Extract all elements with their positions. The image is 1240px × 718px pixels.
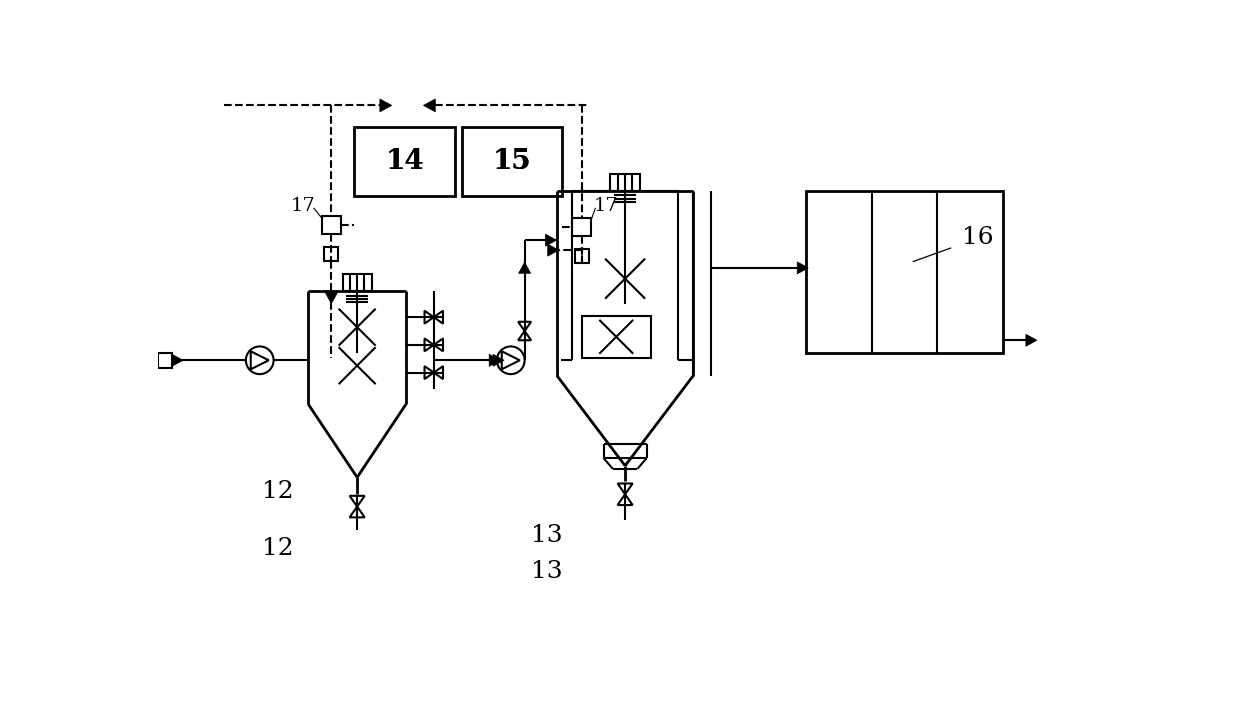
Polygon shape (434, 311, 443, 324)
Polygon shape (618, 494, 632, 505)
Text: 12: 12 (262, 536, 294, 559)
Bar (463, 127, 563, 196)
Text: 15: 15 (494, 148, 532, 175)
Polygon shape (518, 262, 531, 274)
Circle shape (497, 346, 525, 374)
Text: 15: 15 (494, 148, 532, 175)
Bar (159, 353, 172, 368)
Bar (322, 215, 341, 234)
Bar (325, 247, 339, 261)
Polygon shape (618, 483, 632, 494)
Polygon shape (424, 338, 434, 351)
Polygon shape (490, 354, 500, 366)
Polygon shape (325, 291, 339, 304)
Circle shape (246, 346, 274, 374)
Polygon shape (379, 99, 392, 112)
Bar (806, 191, 1003, 353)
Polygon shape (434, 338, 443, 351)
Polygon shape (423, 99, 435, 112)
Polygon shape (494, 354, 505, 366)
Text: 12: 12 (262, 480, 294, 503)
Polygon shape (518, 322, 531, 331)
Polygon shape (797, 262, 808, 274)
Bar (573, 218, 590, 236)
Polygon shape (350, 507, 365, 518)
Bar (342, 274, 372, 291)
Bar (610, 174, 640, 191)
Polygon shape (424, 311, 434, 324)
Text: 17: 17 (290, 197, 315, 215)
Polygon shape (350, 496, 365, 507)
Polygon shape (172, 354, 184, 366)
Text: 16: 16 (962, 225, 994, 248)
Text: 13: 13 (531, 523, 563, 546)
Text: 13: 13 (531, 560, 563, 583)
Bar (582, 316, 651, 358)
Polygon shape (546, 234, 557, 246)
Text: 14: 14 (386, 148, 424, 175)
Text: 14: 14 (386, 148, 424, 175)
Text: 17: 17 (594, 197, 619, 215)
Bar (355, 127, 455, 196)
Polygon shape (502, 351, 520, 369)
Bar (574, 249, 589, 264)
Polygon shape (518, 331, 531, 340)
Polygon shape (434, 366, 443, 379)
Polygon shape (548, 244, 559, 256)
Polygon shape (424, 366, 434, 379)
Polygon shape (250, 351, 269, 369)
Polygon shape (1025, 335, 1037, 346)
